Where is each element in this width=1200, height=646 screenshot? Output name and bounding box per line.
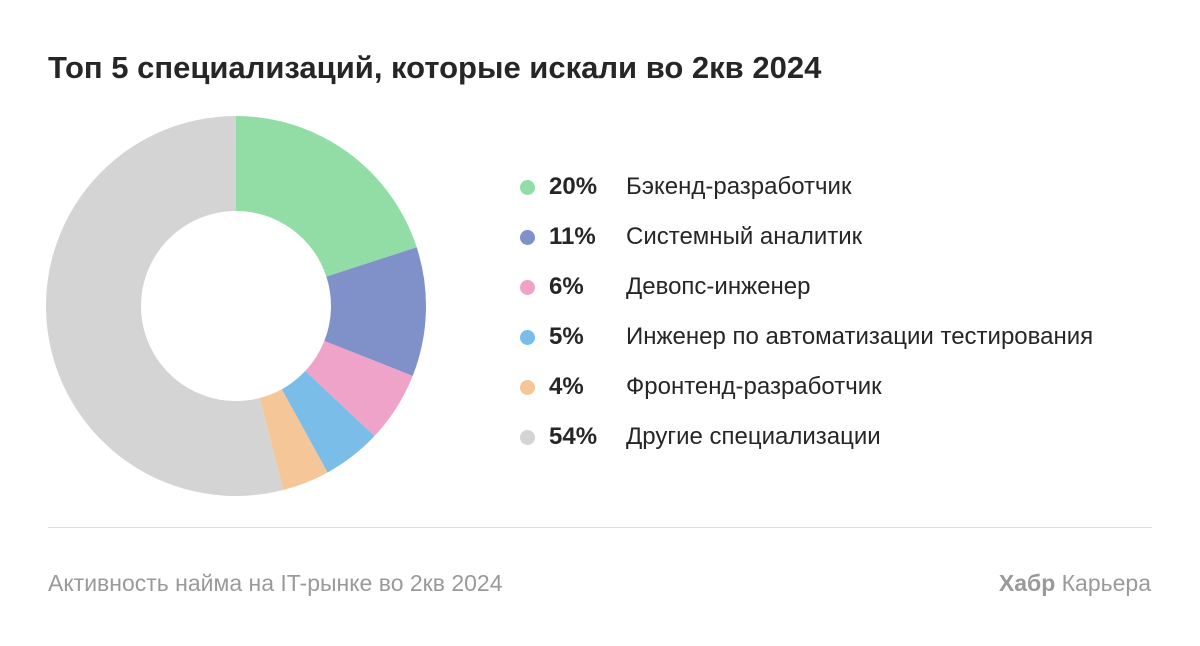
legend-color-dot [520, 429, 535, 445]
legend-item: 20% Бэкенд-разработчик [520, 162, 1093, 212]
legend-value: 54% [549, 423, 598, 450]
legend-value: 20% [549, 173, 598, 200]
legend-item: 11% Системный аналитик [520, 212, 1093, 262]
legend-item: 5% Инженер по автоматизации тестирования [520, 312, 1093, 362]
chart-legend: 20% Бэкенд-разработчик 11% Системный аналит… [520, 162, 1093, 462]
brand-logo: Хабр Карьера [999, 570, 1151, 597]
legend-value: 11% [549, 223, 596, 250]
brand-name-bold: Хабр [998, 570, 1056, 596]
donut-slice-3 [305, 340, 413, 437]
legend-value: 6% [549, 273, 584, 300]
legend-label: Фронтенд-разработчик [626, 373, 882, 400]
legend-item: 54% Другие специализации [520, 412, 1093, 462]
legend-color-dot [520, 229, 535, 245]
donut-slice-6 [45, 116, 284, 496]
legend-label: Системный аналитик [626, 223, 863, 250]
legend-item: 6% Девопс-инженер [520, 262, 1093, 312]
legend-label: Бэкенд-разработчик [626, 173, 852, 200]
legend-item: 4% Фронтенд-разработчик [520, 362, 1093, 412]
legend-label: Девопс-инженер [626, 273, 811, 300]
legend-label: Другие специализации [626, 423, 881, 450]
legend-color-dot [520, 379, 535, 395]
donut-slice-1 [236, 116, 417, 277]
donut-slice-4 [281, 371, 375, 473]
brand-name-rest: Карьера [1061, 570, 1151, 596]
donut-slices [45, 116, 426, 496]
chart-title: Топ 5 специализаций, которые искали во 2… [48, 50, 822, 85]
legend-color-dot [520, 329, 535, 345]
donut-slice-5 [259, 389, 328, 491]
donut-chart [45, 116, 426, 496]
legend-value: 5% [549, 323, 584, 350]
footer-divider [48, 527, 1152, 528]
footer-source: Активность найма на IT-рынке во 2кв 2024 [48, 570, 503, 596]
legend-value: 4% [549, 373, 584, 400]
legend-color-dot [520, 179, 535, 195]
legend-color-dot [520, 279, 535, 295]
donut-slice-2 [324, 247, 426, 376]
legend-label: Инженер по автоматизации тестирования [626, 323, 1094, 350]
